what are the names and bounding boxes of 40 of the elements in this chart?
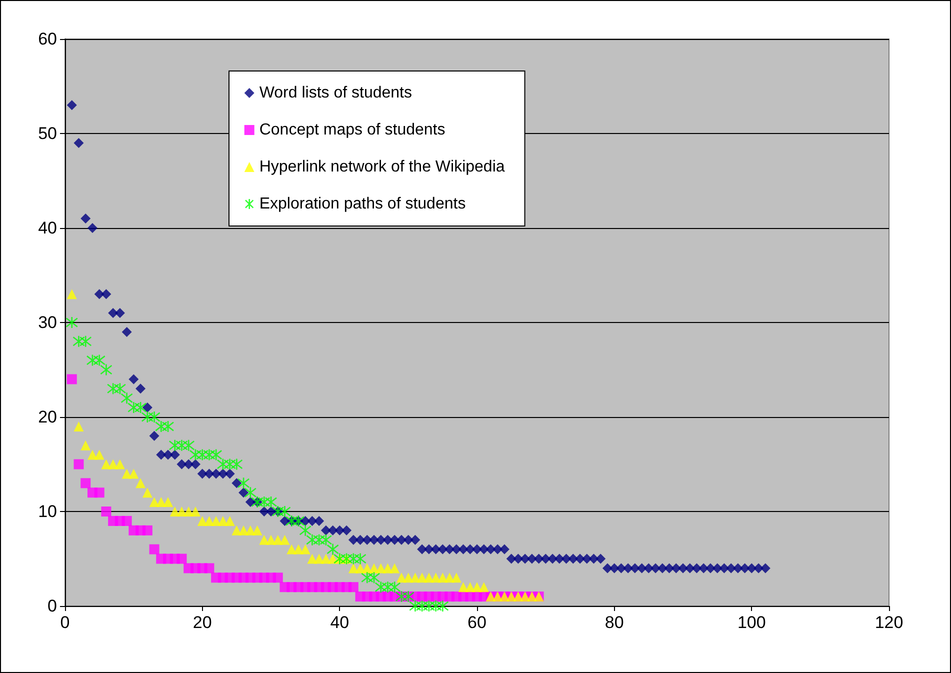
point — [422, 600, 436, 612]
x-tick-label: 80 — [604, 613, 624, 632]
point — [162, 420, 174, 433]
point — [347, 552, 360, 565]
y-tick-label: 30 — [38, 313, 57, 332]
y-tick-label: 50 — [38, 124, 57, 143]
y-tick-label: 60 — [38, 30, 57, 48]
point — [258, 496, 270, 508]
x-tick-label: 100 — [737, 613, 766, 632]
point — [72, 335, 85, 348]
point — [436, 600, 449, 612]
legend-label: Exploration paths of students — [259, 196, 466, 212]
point — [168, 439, 182, 452]
point — [312, 534, 326, 546]
x-tick-label: 40 — [330, 613, 350, 632]
point — [354, 552, 366, 565]
point — [176, 439, 188, 452]
point — [196, 448, 208, 461]
x-tick-label: 20 — [192, 613, 212, 632]
point — [79, 335, 92, 348]
point — [106, 382, 120, 395]
legend-label: Word lists of students — [259, 84, 412, 102]
y-tick-label: 40 — [38, 218, 57, 238]
point — [416, 600, 428, 612]
x-tick-label: 120 — [874, 613, 904, 632]
legend-label: Hyperlink network of the Wikipedia — [259, 158, 505, 176]
point — [382, 580, 394, 594]
x-tick-label: 60 — [468, 613, 486, 632]
x-tick-label: 0 — [60, 613, 70, 632]
point — [224, 458, 236, 470]
point — [203, 448, 216, 461]
point — [230, 458, 243, 470]
point — [86, 354, 99, 366]
point — [360, 572, 374, 584]
y-tick-label: 10 — [38, 502, 57, 521]
point — [430, 600, 442, 612]
point — [66, 316, 78, 329]
y-tick-label: 0 — [48, 596, 57, 616]
y-tick-label: 20 — [38, 408, 57, 426]
legend-label: Concept maps of students — [259, 122, 446, 138]
